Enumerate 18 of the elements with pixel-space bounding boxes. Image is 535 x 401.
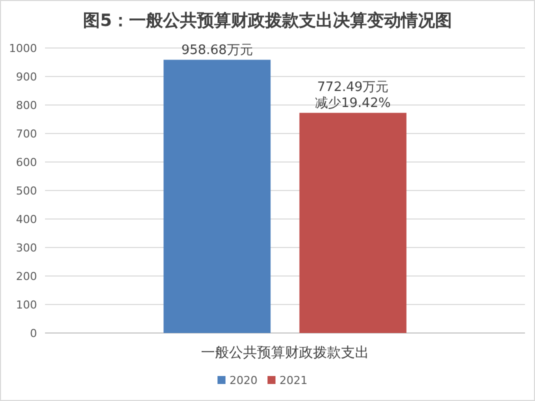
y-tick-label: 1000 [9,42,37,55]
y-tick-label: 600 [16,156,37,169]
y-tick-label: 500 [16,184,37,198]
y-tick-label: 100 [16,298,37,312]
data-label: 958.68万元 [181,42,253,58]
y-tick-label: 400 [16,213,37,226]
y-tick-label: 800 [16,99,37,112]
x-tick-label: 一般公共预算财政拨款支出 [201,345,369,361]
y-tick-label: 200 [16,270,37,283]
y-tick-label: 300 [16,242,37,254]
data-label: 772.49万元 [317,80,389,95]
y-tick-label: 700 [16,128,37,140]
legend-label: 2021 [280,374,308,387]
annotation: 减少19.42% [315,96,391,111]
chart-title: 图5：一般公共预算财政拨款支出决算变动情况图 [83,11,452,31]
y-tick-label: 900 [16,70,37,84]
legend-label: 2020 [230,374,258,387]
y-tick-label: 0 [30,327,37,340]
